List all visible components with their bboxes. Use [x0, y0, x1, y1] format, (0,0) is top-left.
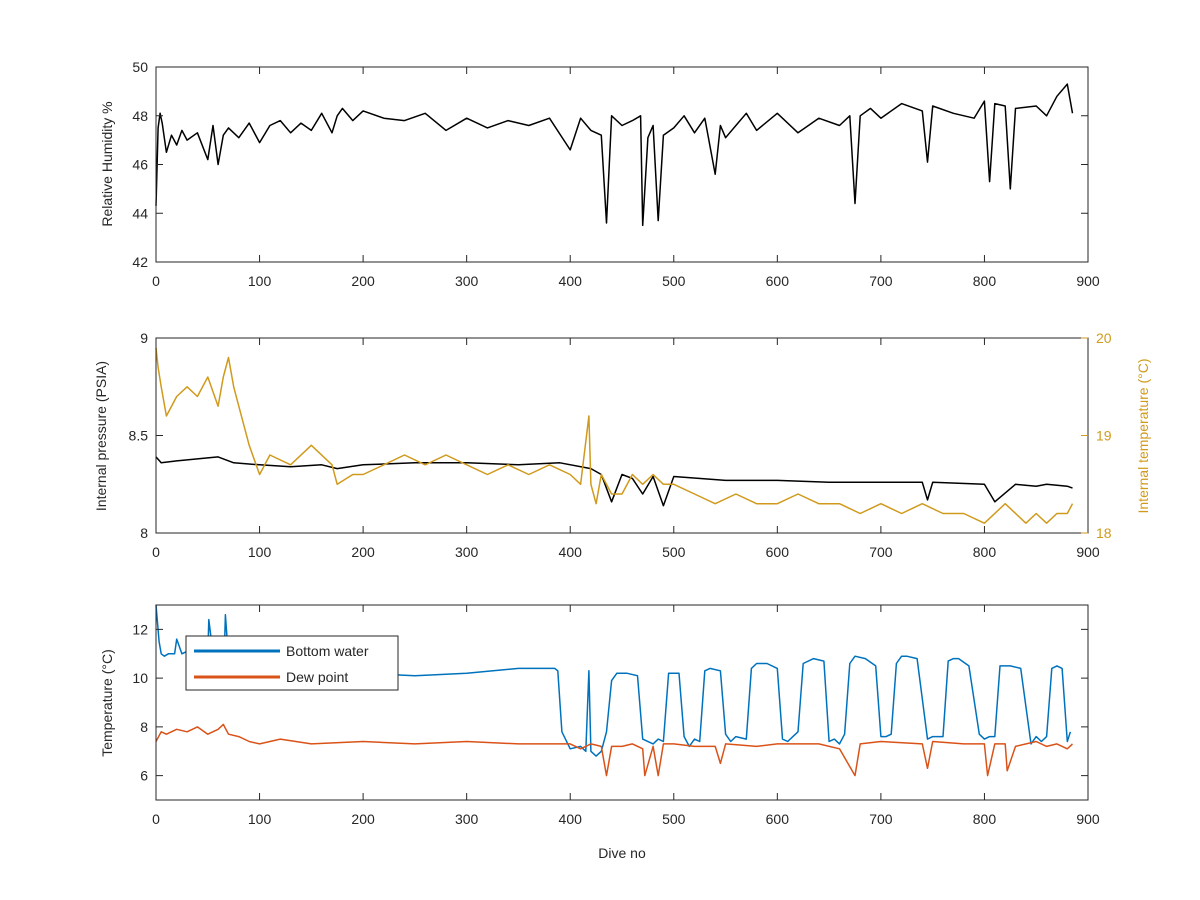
x-tick-label: 800 [973, 811, 997, 827]
rh-x-ticks: 0 100 200 300 400 500 600 700 800 900 [152, 67, 1100, 289]
x-tick-label: 300 [455, 811, 479, 827]
x-tick-label: 100 [248, 544, 272, 560]
pressure-y-ticks: 88.59 [129, 330, 163, 541]
temperature-axes-box [155, 604, 1089, 801]
rh-axes-box [155, 66, 1089, 263]
legend: Bottom water Dew point [185, 635, 399, 691]
y-tick-label: 9 [140, 330, 148, 346]
y-tick-label: 50 [132, 59, 148, 75]
rh-y-axis-label: Relative Humidity % [99, 101, 115, 226]
temperature-y-axis-label: Temperature (°C) [99, 649, 115, 757]
y-tick-label: 42 [132, 254, 148, 270]
x-tick-label: 700 [869, 544, 893, 560]
right-y-tick-label: 18 [1096, 525, 1112, 541]
y-tick-label: 44 [132, 205, 148, 221]
x-tick-label: 600 [766, 273, 790, 289]
y-tick-label: 8 [140, 525, 148, 541]
x-tick-label: 400 [559, 273, 583, 289]
pressure-plot-lines [155, 347, 1074, 524]
x-tick-label: 200 [351, 544, 375, 560]
y-tick-label: 8 [140, 719, 148, 735]
x-tick-label: 500 [662, 811, 686, 827]
pressure-x-ticks: 0 100 200 300 400 500 600 700 800 900 [152, 338, 1100, 560]
x-tick-label: 300 [455, 273, 479, 289]
rh-y-ticks: 42 44 46 48 50 [132, 59, 1088, 270]
x-tick-label: 100 [248, 811, 272, 827]
x-tick-label: 0 [152, 811, 160, 827]
x-tick-label: 0 [152, 273, 160, 289]
x-tick-label: 700 [869, 273, 893, 289]
panel-relative-humidity: 0 100 200 300 400 500 600 700 800 900 4244464850 … [99, 59, 1100, 289]
right-y-tick-label: 20 [1096, 330, 1112, 346]
y-tick-label: 8.5 [129, 428, 149, 444]
right-y-tick-label: 19 [1096, 428, 1112, 444]
y-tick-label: 48 [132, 108, 148, 124]
y-tick-label: 46 [132, 157, 148, 173]
x-tick-label: 200 [351, 273, 375, 289]
x-tick-label: 500 [662, 273, 686, 289]
x-tick-label: 900 [1076, 273, 1100, 289]
legend-label-bottom-water: Bottom water [286, 643, 369, 659]
y-tick-label: 12 [132, 621, 148, 637]
panel-temperature: 0 100 200 300 400 500 600 700 800 900 6 8 10 12 Temp… [99, 604, 1100, 861]
y-tick-label: 10 [132, 670, 148, 686]
x-tick-label: 400 [559, 811, 583, 827]
x-tick-label: 200 [351, 811, 375, 827]
pressure-axes-box [155, 337, 1089, 534]
x-tick-label: 500 [662, 544, 686, 560]
temperature-right-y-ticks: 18 19 20 [1081, 330, 1112, 541]
x-tick-label: 600 [766, 544, 790, 560]
x-tick-label: 900 [1076, 544, 1100, 560]
dew-point-line [155, 723, 1074, 777]
x-tick-label: 100 [248, 273, 272, 289]
pressure-series-1-line [155, 347, 1074, 524]
x-tick-label: 900 [1076, 811, 1100, 827]
x-tick-label: 300 [455, 544, 479, 560]
pressure-series-0-line [155, 456, 1073, 507]
x-tick-label: 400 [559, 544, 583, 560]
x-tick-label: 0 [152, 544, 160, 560]
y-tick-label: 6 [140, 768, 148, 784]
x-axis-label: Dive no [598, 845, 646, 861]
x-tick-label: 600 [766, 811, 790, 827]
legend-label-dew-point: Dew point [286, 669, 348, 685]
temperature-x-ticks: 0 100 200 300 400 500 600 700 800 900 [152, 605, 1100, 827]
internal-temperature-y-axis-label: Internal temperature (°C) [1135, 359, 1151, 514]
rh-series-0-line [155, 83, 1074, 227]
legend-box [185, 635, 399, 691]
rh-plot-lines [155, 83, 1074, 227]
pressure-y-axis-label: Internal pressure (PSIA) [93, 361, 109, 511]
x-tick-label: 800 [973, 544, 997, 560]
x-tick-label: 800 [973, 273, 997, 289]
panel-internal-pressure-temperature: 0 100 200 300 400 500 600 700 800 900 88.59 18192… [93, 330, 1151, 560]
x-tick-label: 700 [869, 811, 893, 827]
temperature-y-ticks: 6 8 10 12 [132, 621, 1088, 784]
